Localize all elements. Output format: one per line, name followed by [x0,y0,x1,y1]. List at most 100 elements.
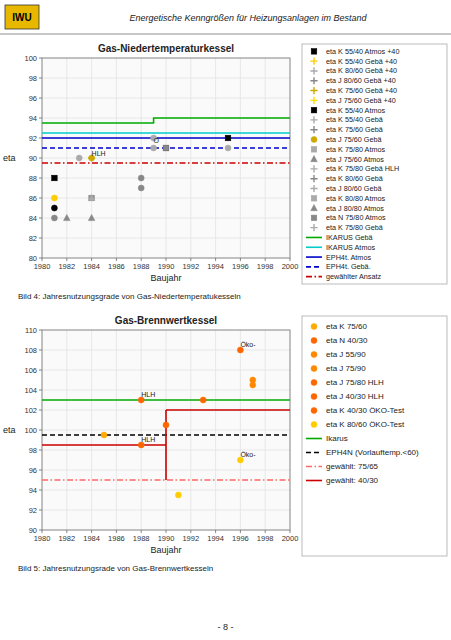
tick-x [42,258,43,261]
tick-x [91,258,92,261]
legend-label: eta K 75/80 Gebä [326,223,384,232]
legend-swatch [311,107,317,113]
legend-label: EPH4N (Vorlauftemp.<60) [326,448,419,457]
legend-swatch [310,126,317,133]
legend-swatch [306,480,322,482]
page-title: Energetische Kenngrößen für Heizungsanla… [129,13,367,23]
legend-label: eta K 75/60 [326,322,367,331]
point [200,397,206,403]
line [42,399,290,401]
legend-swatch [306,246,322,248]
legend-label: eta J 80/60 Gebä +40 [326,76,396,85]
tick-label-y: 84 [29,214,37,223]
grid-line-y [42,238,290,239]
point [163,145,169,151]
chart: 1980198219841986198819901992199419961998… [3,315,447,573]
tick-label-y: 86 [29,194,37,203]
tick-label-y: 82 [29,234,37,243]
points [101,347,256,498]
tick-x [290,258,291,261]
tick-label-y: 100 [24,54,37,63]
tick-x [42,530,43,533]
line [42,132,290,134]
chart: 1980198219841986198819901992199419961998… [3,43,447,301]
page-number: - 8 - [217,622,233,632]
legend-swatch [311,338,317,344]
point [51,215,57,221]
tick-y [39,158,42,159]
tick-label-y: 94 [29,114,37,123]
legend-label: eta K 40/30 ÖKO-Test [326,406,405,415]
line [42,410,290,480]
tick-label-y: 92 [29,134,37,143]
legend-label: eta K 75/60 Gebä [326,125,384,134]
tick-y [39,218,42,219]
tick-x [91,530,92,533]
legend-swatch [311,204,318,210]
line [42,118,290,123]
legend-swatch [311,147,317,153]
legend-swatch [310,97,317,104]
legend-label: eta K 75/60 Gebä +40 [326,86,397,95]
legend-frame [302,44,447,284]
tick-label-x: 1982 [58,262,75,271]
tick-label-y: 98 [29,446,37,455]
x-axis-label: Baujahr [150,273,181,283]
legend-label: eta J 80/80 Atmos [326,204,384,213]
tick-label-x: 1988 [133,534,150,543]
grid-line-y [42,178,290,179]
line [42,137,290,139]
tick-y [39,58,42,59]
grid-line-y [42,78,290,79]
legend-swatch [310,87,317,94]
tick-label-x: 1988 [133,262,150,271]
tick-x [116,258,117,261]
tick-label-y: 94 [29,486,37,495]
legend-swatch [310,224,317,231]
tick-label-x: 1986 [108,262,125,271]
lines [42,400,290,480]
tick-label-y: 98 [29,74,37,83]
tick-label-x: 1984 [83,262,100,271]
tick-label-y: 104 [24,386,37,395]
tick-x [166,258,167,261]
tick-x [66,258,67,261]
legend-label: eta J 75/90 [326,364,366,373]
point [163,422,169,428]
tick-x [141,530,142,533]
legend-swatch [306,466,322,468]
tick-x [290,530,291,533]
tick-y [39,238,42,239]
tick-y [39,138,42,139]
tick-y [39,178,42,179]
legend-label: eta J 55/90 [326,350,366,359]
point [101,432,107,438]
legend-label: Ikarus [326,434,348,443]
annotations: HLHO [92,137,160,157]
caption: Bild 4: Jahresnutzungsgrade von Gas-Nied… [18,292,241,301]
tick-x [215,530,216,533]
legend-swatch [310,58,317,65]
tick-y [39,510,42,511]
tick-x [265,258,266,261]
legend-label: eta J 80/60 Gebä [326,184,382,193]
annotation: HLH [92,150,106,157]
legend-label: eta K 75/80 Atmos [326,145,386,154]
legend-label: eta J 75/60 Gebä [326,135,382,144]
grid-line-y [42,370,290,371]
tick-label-x: 2000 [282,262,299,271]
tick-label-x: 1980 [34,262,51,271]
y-axis-label: eta [3,153,16,163]
chart-title: Gas-Brennwertkessel [115,315,217,326]
point [88,214,95,220]
legend: eta K 55/40 Atmos +40eta K 55/40 Gebä +4… [302,44,447,284]
point [51,195,57,201]
points [51,135,231,221]
grid-line-y [42,510,290,511]
legend-swatch [306,438,322,440]
legend-label: gewählt: 75/65 [326,462,379,471]
legend-swatch [311,408,317,414]
grid-line-y [42,390,290,391]
tick-label-x: 1992 [182,534,199,543]
tick-label-y: 80 [29,254,37,263]
